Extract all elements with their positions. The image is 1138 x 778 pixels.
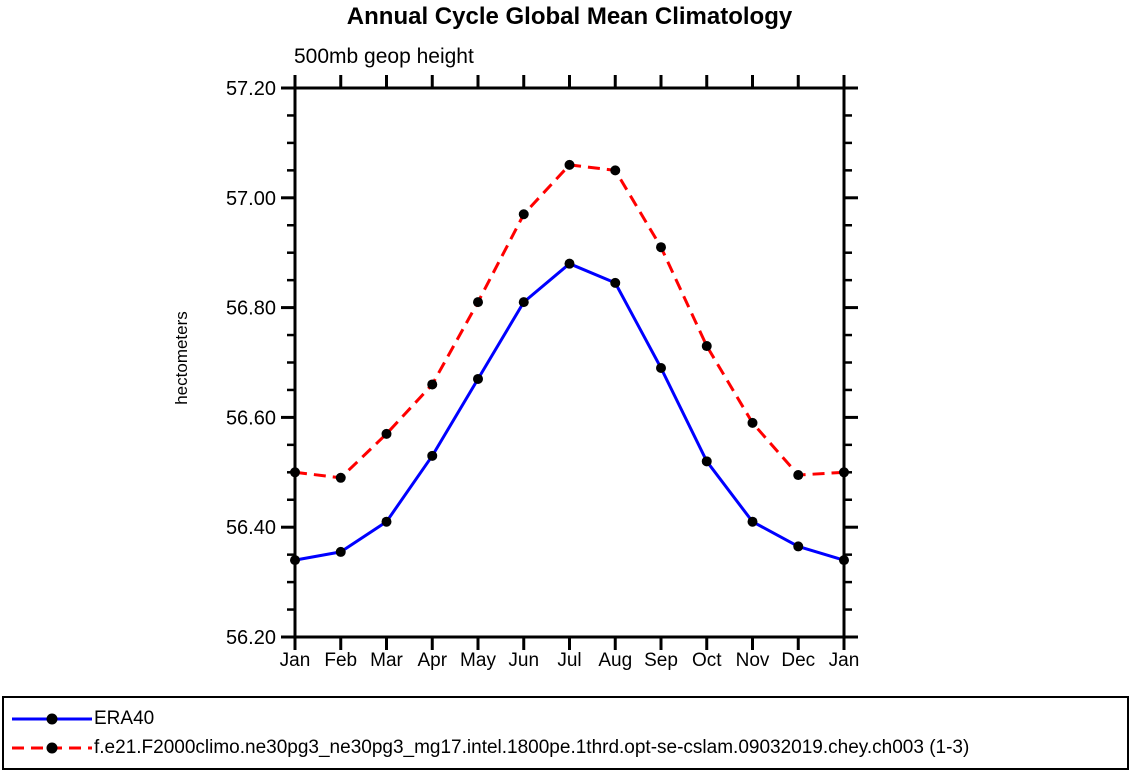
model-marker xyxy=(335,472,346,483)
x-tick-label: Sep xyxy=(644,650,678,671)
model-marker xyxy=(564,159,575,170)
chart-subtitle: 500mb geop height xyxy=(294,45,474,68)
x-tick-label: Jun xyxy=(508,650,539,671)
model-line-sample-icon xyxy=(12,742,92,753)
model-legend-marker xyxy=(46,742,58,753)
era40-marker xyxy=(793,541,804,552)
plot-area: Jan Feb Mar Apr May Jun Jul Aug Sep Oct Nov Dec Jan5… xyxy=(226,75,860,671)
era40-marker xyxy=(427,450,438,461)
x-tick-label: Jan xyxy=(829,650,860,671)
model-marker xyxy=(701,341,712,352)
era40-marker xyxy=(290,555,300,566)
y-tick-label: 57.00 xyxy=(226,188,276,210)
era40-marker xyxy=(610,277,621,288)
era40-marker xyxy=(656,362,666,373)
legend-entry-model: f.e21.F2000climo.ne30pg3_ne30pg3_mg17.in… xyxy=(4,733,1127,762)
era40-marker xyxy=(839,555,849,566)
x-tick-label: Feb xyxy=(324,650,357,671)
x-tick-label: Nov xyxy=(736,650,770,671)
model-marker xyxy=(381,428,392,439)
model-marker xyxy=(793,470,804,481)
model-line xyxy=(294,163,845,480)
era40-marker xyxy=(701,456,712,467)
era40-marker xyxy=(335,546,346,557)
era40-legend-marker xyxy=(46,713,58,724)
legend-label-era40: ERA40 xyxy=(94,707,155,729)
model-marker xyxy=(610,165,621,176)
x-tick-label: Jan xyxy=(280,650,311,671)
model-marker xyxy=(290,467,300,478)
era40-marker xyxy=(747,516,758,527)
y-tick-label: 56.80 xyxy=(226,298,276,320)
model-marker xyxy=(473,297,483,308)
model-marker xyxy=(839,467,849,478)
model-marker xyxy=(656,242,666,253)
era40-marker xyxy=(564,258,575,269)
y-tick-label: 56.40 xyxy=(226,517,276,539)
x-tick-label: Oct xyxy=(692,650,722,671)
era40-marker xyxy=(518,297,529,308)
x-tick-label: Jul xyxy=(557,650,581,671)
legend-label-model: f.e21.F2000climo.ne30pg3_ne30pg3_mg17.in… xyxy=(94,736,970,758)
x-tick-label: Apr xyxy=(417,650,447,671)
x-tick-label: Dec xyxy=(781,650,815,671)
legend-entry-era40: ERA40 xyxy=(4,704,1127,733)
model-marker xyxy=(518,209,529,220)
model-marker xyxy=(747,417,758,428)
era40-line-sample-icon xyxy=(12,713,92,724)
x-tick-label: Mar xyxy=(370,650,403,671)
legend-box: ERA40 f.e21.F2000climo.ne30pg3_ne30pg3_m… xyxy=(2,696,1129,770)
y-tick-label: 57.20 xyxy=(226,78,276,100)
x-tick-label: May xyxy=(460,650,496,671)
y-tick-label: 56.20 xyxy=(226,627,276,649)
y-tick-label: 56.60 xyxy=(226,407,276,429)
chart-title: Annual Cycle Global Mean Climatology xyxy=(346,3,793,30)
era40-marker xyxy=(473,373,483,384)
plot-frame xyxy=(293,86,846,639)
x-tick-label: Aug xyxy=(598,650,632,671)
era40-marker xyxy=(381,516,392,527)
era40-line xyxy=(294,262,845,562)
model-marker xyxy=(427,379,438,390)
